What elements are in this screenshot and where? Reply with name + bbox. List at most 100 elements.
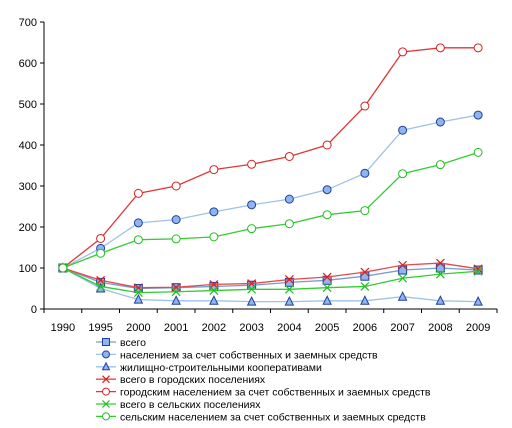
series-layer [58, 43, 483, 306]
data-point [360, 168, 370, 178]
y-tick-label: 400 [19, 140, 37, 152]
data-point-stroke [322, 272, 332, 282]
data-point-stroke [209, 286, 219, 295]
legend-item: сельским населением за счет собственных … [96, 411, 426, 423]
x-tick-label: 2005 [315, 322, 339, 334]
series-line [62, 114, 479, 269]
x-tick-label: 2003 [239, 322, 263, 334]
data-point [247, 284, 257, 294]
data-point [360, 206, 370, 216]
data-point [360, 267, 370, 277]
y-tick-label: 700 [19, 17, 37, 29]
data-point [435, 43, 445, 53]
data-point [397, 291, 408, 301]
y-tick-label: 300 [19, 181, 37, 193]
data-point-stroke [247, 284, 257, 294]
data-point [284, 284, 294, 294]
data-point [284, 219, 294, 229]
data-point [171, 215, 181, 225]
x-tick-label: 1995 [88, 322, 112, 334]
series-5 [58, 43, 483, 273]
data-point-stroke [322, 283, 332, 293]
data-point [171, 181, 181, 191]
data-point [102, 387, 110, 396]
data-point [398, 125, 408, 135]
x-tick-label: 2006 [353, 322, 377, 334]
data-point [247, 159, 257, 169]
series-line [62, 151, 479, 269]
x-tick-label: 2000 [126, 322, 150, 334]
data-point [360, 271, 370, 281]
data-point [473, 43, 483, 53]
y-tick-label: 0 [31, 304, 37, 316]
x-tick-label: 2008 [428, 322, 452, 334]
data-point [398, 169, 408, 179]
data-point [102, 338, 110, 346]
data-point [102, 350, 110, 359]
data-point-stroke [435, 269, 445, 279]
data-point [473, 110, 483, 120]
data-point [398, 260, 408, 270]
x-tick-label: 2007 [390, 322, 414, 334]
legend-label: городским населением за счет собственных… [120, 387, 431, 399]
series-6 [58, 263, 483, 298]
legend-item: всего в городских поселениях [96, 374, 266, 386]
series-4 [58, 258, 483, 293]
legend-label: всего в сельских поселениях [120, 399, 261, 411]
legend-item: всего [96, 337, 146, 349]
data-point [360, 101, 370, 111]
data-point [133, 293, 144, 304]
data-point [247, 280, 257, 290]
data-point [102, 400, 110, 408]
data-point [96, 282, 106, 291]
series-line [62, 47, 479, 269]
data-point [398, 265, 408, 275]
series-3 [58, 262, 483, 306]
data-point [284, 277, 294, 287]
data-point [284, 151, 294, 161]
data-point-stroke [284, 275, 294, 284]
data-point-stroke [284, 284, 294, 294]
data-point [96, 233, 106, 243]
data-point-stroke [435, 258, 445, 268]
data-point-stroke [360, 267, 370, 277]
y-tick-label: 200 [19, 222, 37, 234]
data-point-stroke [360, 282, 370, 291]
data-point-stroke [171, 287, 181, 297]
data-point [398, 47, 408, 57]
data-point-stroke [102, 400, 110, 408]
data-point [209, 232, 219, 242]
data-point [171, 295, 181, 305]
legend-label: всего в городских поселениях [120, 374, 266, 386]
x-tick-label: 1990 [51, 322, 75, 334]
series-7 [58, 147, 483, 273]
data-point [398, 273, 408, 283]
data-point [284, 275, 294, 284]
data-point [209, 207, 219, 217]
y-tick-label: 500 [19, 99, 37, 111]
legend-item: всего в сельских поселениях [96, 399, 261, 411]
series-2 [58, 110, 483, 273]
data-point [246, 296, 257, 306]
series-line [62, 267, 479, 290]
data-point-stroke [398, 273, 408, 283]
data-point [435, 269, 445, 279]
legend-label: сельским населением за счет собственных … [120, 411, 426, 423]
axes: 0 100 200 300 400 500 600 700 1990 1995 2000 2001 20… [19, 17, 498, 334]
data-point-stroke [96, 282, 106, 291]
data-point-stroke [398, 260, 408, 270]
x-tick-label: 2004 [277, 322, 301, 334]
legend-item: жилищно-строительными кооперативами [96, 361, 322, 374]
data-point [209, 286, 219, 295]
data-point [473, 265, 483, 275]
series-line [62, 262, 479, 289]
data-point [360, 282, 370, 291]
legend-label: всего [120, 337, 146, 349]
data-point [133, 188, 143, 198]
data-point [322, 283, 332, 293]
series-line [62, 267, 479, 294]
data-point [435, 117, 445, 127]
data-point [322, 185, 332, 195]
data-point [102, 375, 110, 384]
